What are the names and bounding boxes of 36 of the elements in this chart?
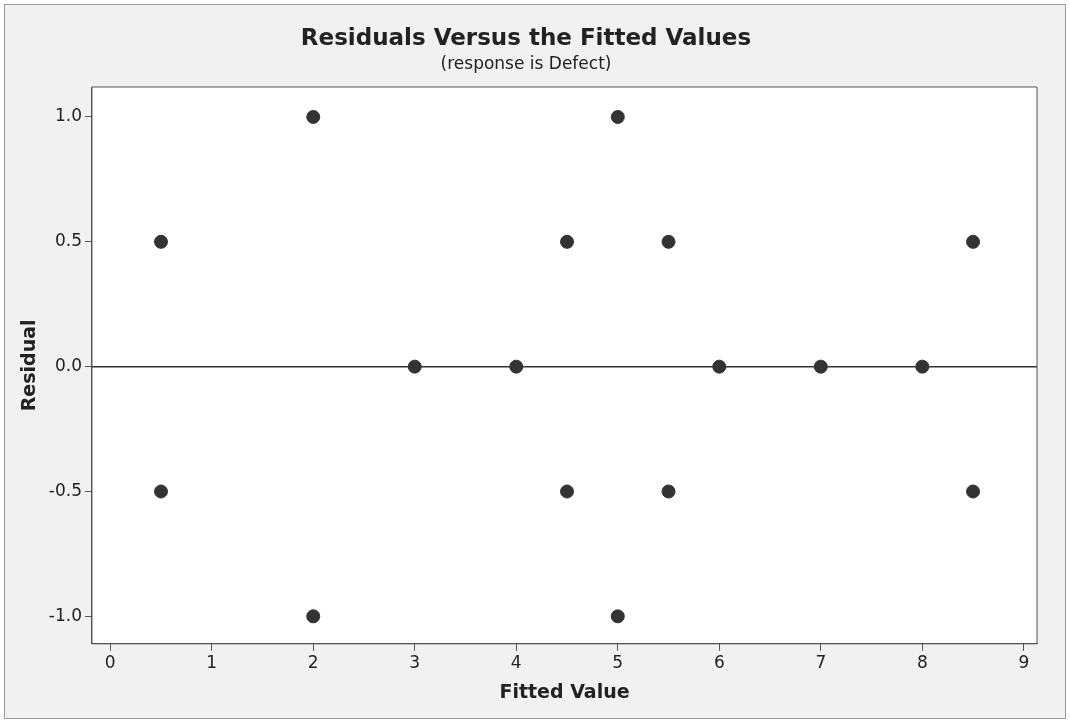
point xyxy=(813,359,828,374)
x-tick-label: 5 xyxy=(612,652,624,673)
x-tick-label: 2 xyxy=(307,652,319,673)
point xyxy=(509,359,524,374)
x-tick-label: 4 xyxy=(510,652,522,673)
point xyxy=(966,234,981,249)
chart-title: Residuals Versus the Fitted Values xyxy=(300,23,752,50)
x-tick-label: 3 xyxy=(409,652,421,673)
x-tick-label: 8 xyxy=(916,652,928,673)
point xyxy=(154,484,168,499)
point xyxy=(154,234,168,249)
point xyxy=(610,109,625,124)
y-axis-title: Residual xyxy=(17,319,40,412)
point xyxy=(610,609,625,624)
point xyxy=(661,484,676,499)
point xyxy=(560,234,575,249)
x-tick-label: 7 xyxy=(815,652,827,673)
x-tick-label: 6 xyxy=(713,652,725,673)
x-axis-title: Fitted Value xyxy=(499,679,630,702)
point xyxy=(915,359,930,374)
y-tick-label: -1.0 xyxy=(48,604,82,625)
point xyxy=(306,609,321,624)
chart-subtitle: (response is Defect) xyxy=(440,53,612,74)
y-tick-label: 0.5 xyxy=(54,230,82,251)
y-tick-label: -0.5 xyxy=(48,479,82,500)
point xyxy=(560,484,575,499)
x-tick-label: 0 xyxy=(104,652,116,673)
point xyxy=(407,359,422,374)
y-tick-label: 1.0 xyxy=(54,105,82,126)
x-tick-label: 9 xyxy=(1018,652,1030,673)
point xyxy=(661,234,676,249)
point xyxy=(966,484,981,499)
point xyxy=(712,359,727,374)
point xyxy=(306,109,321,124)
x-tick-label: 1 xyxy=(206,652,218,673)
y-tick-label: 0.0 xyxy=(54,355,82,376)
